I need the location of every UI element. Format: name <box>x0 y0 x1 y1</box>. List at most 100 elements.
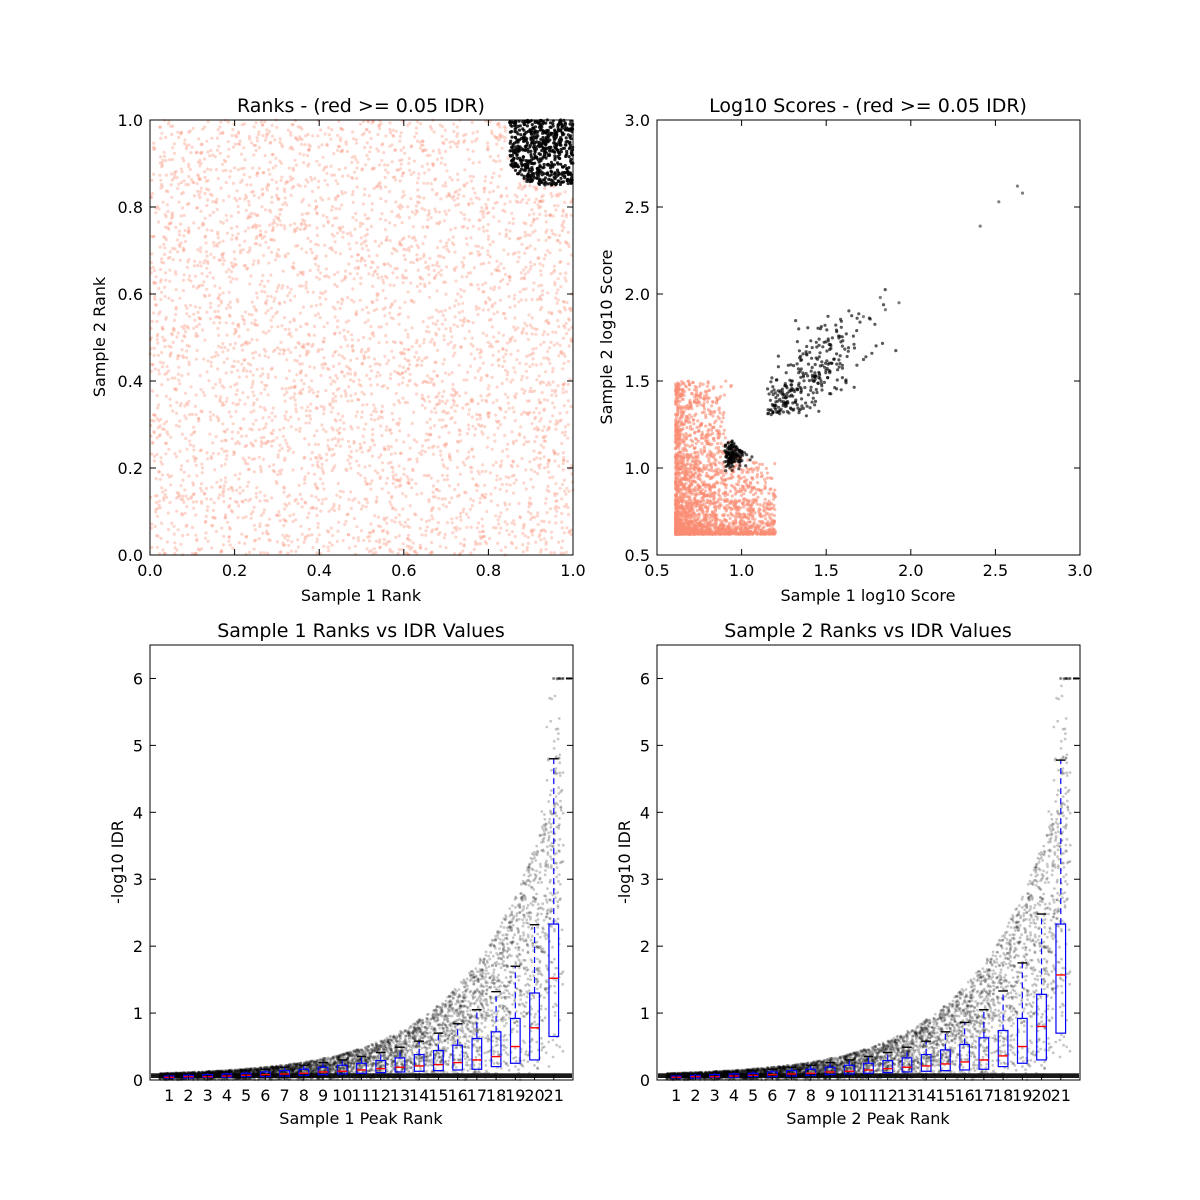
scatter-point-above <box>254 149 258 153</box>
scatter-point-above <box>554 394 558 398</box>
scatter-point-above <box>548 476 552 480</box>
scatter-point-above <box>260 380 264 384</box>
scatter-point-above <box>265 551 270 555</box>
scatter-point-above <box>156 332 160 336</box>
scatter-point-above <box>508 229 512 233</box>
scatter-point-above <box>170 211 174 215</box>
scatter-point-above <box>220 447 224 451</box>
scatter-point-above <box>453 487 457 492</box>
scatter-point-above <box>225 449 229 453</box>
scatter-point-above <box>762 508 766 512</box>
scatter-point-above <box>301 197 305 201</box>
scatter-point-above <box>298 184 302 188</box>
scatter-point-above <box>303 477 307 482</box>
scatter-point-above <box>360 257 364 261</box>
scatter-point-above <box>237 375 241 379</box>
scatter-point-above <box>276 248 280 252</box>
scatter-point-above <box>179 402 183 406</box>
scatter-point-above <box>171 340 175 344</box>
scatter-point-above <box>559 551 563 555</box>
scatter-point-above <box>224 160 228 164</box>
scatter-point-above <box>436 479 440 483</box>
scatter-point-above <box>368 336 372 341</box>
scatter-point-above <box>468 507 472 511</box>
scatter-point-above <box>334 179 338 183</box>
scatter-point-above <box>201 283 205 287</box>
scatter-point-above <box>156 534 160 538</box>
scores-title: Log10 Scores - (red >= 0.05 IDR) <box>709 95 1027 117</box>
scatter-point-above <box>490 272 494 276</box>
scatter-point-above <box>427 518 431 523</box>
scatter-point-above <box>377 244 381 248</box>
scatter-point-above <box>415 457 419 461</box>
scatter-point-above <box>532 411 536 415</box>
scatter-point-above <box>218 493 222 497</box>
scatter-point-above <box>522 522 526 527</box>
scatter-point-above <box>236 204 240 208</box>
scatter-point-above <box>362 427 366 431</box>
scatter-point-above <box>372 547 376 551</box>
scatter-point-above <box>411 225 415 229</box>
scatter-point-above <box>485 445 489 449</box>
scatter-point-above <box>153 147 157 151</box>
scatter-point-above <box>230 237 234 241</box>
scatter-point-above <box>165 540 169 544</box>
scatter-point-above <box>407 545 411 549</box>
scatter-point-above <box>547 459 551 463</box>
scatter-point-above <box>553 491 557 496</box>
scatter-point-above <box>236 504 241 508</box>
scatter-point-above <box>401 396 405 400</box>
scatter-point-above <box>183 239 188 244</box>
scatter-point-above <box>166 122 171 126</box>
scatter-point-above <box>398 479 402 483</box>
scatter-point-above <box>257 196 261 200</box>
scatter-point-above <box>154 275 158 279</box>
scatter-point-above <box>176 357 180 361</box>
scatter-point-above <box>487 210 491 215</box>
scatter-point-above <box>544 319 548 323</box>
scatter-point-below <box>525 124 530 128</box>
scatter-point-above <box>271 152 275 157</box>
scatter-point-above <box>336 182 340 186</box>
scatter-point-above <box>227 290 231 294</box>
scatter-point-above <box>254 121 258 125</box>
scatter-point-above <box>183 404 187 408</box>
scatter-point-above <box>376 515 380 519</box>
scatter-point-above <box>203 216 207 220</box>
scatter-point-above <box>270 178 274 182</box>
scatter-point-above <box>155 494 159 498</box>
scatter-point-above <box>181 533 185 538</box>
scatter-point-above <box>314 242 318 246</box>
scatter-point-above <box>298 152 302 156</box>
scatter-point-below <box>533 130 537 134</box>
scatter-point-above <box>223 515 227 520</box>
scatter-point-above <box>181 289 185 293</box>
scatter-point-above <box>375 298 379 302</box>
scatter-point-above <box>341 174 345 178</box>
scatter-point-above <box>504 475 508 479</box>
scatter-point-above <box>224 168 228 172</box>
scatter-point-above <box>336 529 340 533</box>
scatter-point-above <box>437 398 442 403</box>
scatter-point-below <box>529 149 533 153</box>
scatter-point-above <box>385 362 389 366</box>
scatter-point-above <box>201 328 205 332</box>
scatter-point-above <box>480 430 484 434</box>
scatter-point-above <box>441 463 445 467</box>
scatter-point-above <box>294 328 298 332</box>
scatter-point-above <box>291 450 295 455</box>
scatter-point-above <box>199 499 204 503</box>
scatter-point-above <box>168 158 172 162</box>
scatter-point-above <box>235 277 239 281</box>
scatter-point-above <box>376 471 380 475</box>
scatter-point-above <box>328 376 332 380</box>
scatter-point-above <box>397 513 401 517</box>
scatter-point-above <box>490 132 494 136</box>
scatter-point-above <box>355 410 359 414</box>
y-tick-label: 0.2 <box>118 459 143 478</box>
scatter-point-above <box>459 295 463 299</box>
scatter-point-above <box>287 332 291 336</box>
scatter-point-above <box>157 312 161 316</box>
scatter-point-above <box>310 494 314 498</box>
scatter-point-above <box>332 173 336 177</box>
